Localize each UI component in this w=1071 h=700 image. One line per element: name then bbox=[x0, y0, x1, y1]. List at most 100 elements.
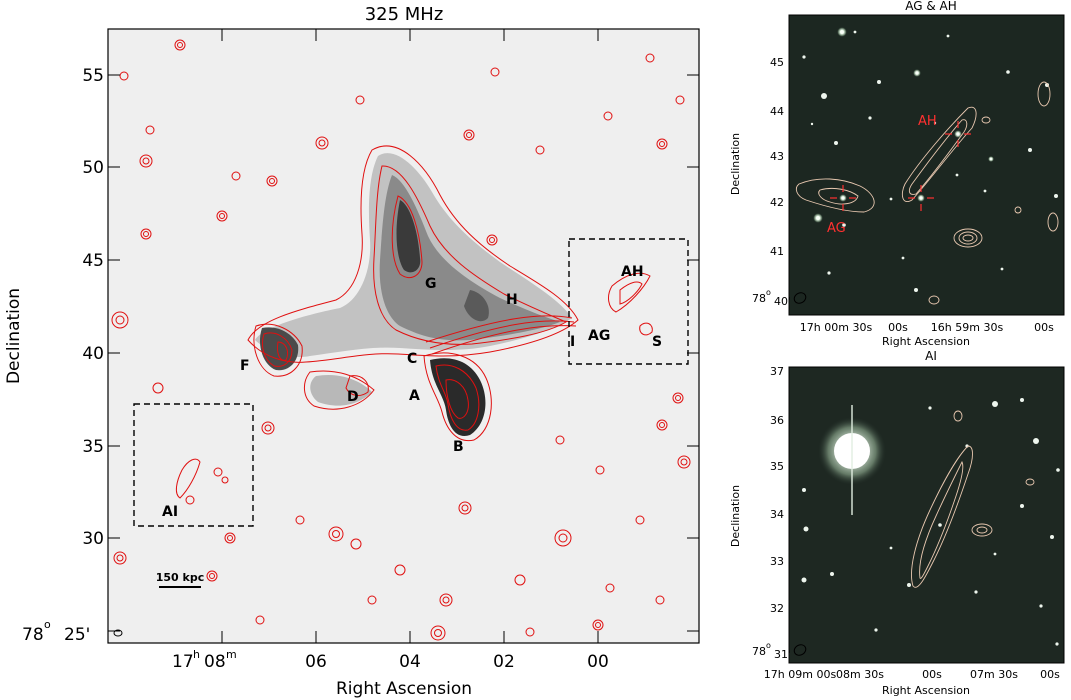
ai-frame bbox=[788, 366, 1065, 664]
label-s: S bbox=[652, 334, 662, 350]
diffuse-emission bbox=[255, 153, 572, 436]
ag-ah-stars bbox=[802, 30, 1058, 292]
main-title: 325 MHz bbox=[365, 4, 444, 25]
svg-text:25': 25' bbox=[64, 625, 90, 645]
label-a: A bbox=[409, 388, 420, 404]
ag-ah-y-origin: 78 o 40' bbox=[752, 288, 791, 308]
svg-text:37: 37 bbox=[770, 365, 784, 378]
region-box-ag-ah bbox=[568, 238, 689, 365]
label-g: G bbox=[425, 276, 437, 292]
main-y-ticks bbox=[108, 74, 699, 632]
ag-label: AG bbox=[827, 221, 846, 236]
ai-y-origin: 78 o 31' bbox=[752, 641, 791, 661]
radio-contours bbox=[111, 39, 691, 641]
label-c: C bbox=[407, 351, 417, 367]
x-tick-06: 06 bbox=[305, 652, 327, 672]
label-ah: AH bbox=[621, 264, 644, 280]
label-f: F bbox=[240, 358, 250, 374]
source-labels: G H AH F C I AG S D A B AI bbox=[162, 264, 662, 520]
svg-text:17h 09m 00s: 17h 09m 00s bbox=[764, 668, 837, 681]
svg-text:00s: 00s bbox=[888, 321, 908, 334]
ag-host bbox=[839, 194, 847, 202]
svg-text:o: o bbox=[766, 641, 771, 650]
svg-text:42: 42 bbox=[770, 196, 784, 209]
y-tick-30: 30 bbox=[82, 529, 104, 549]
label-h: H bbox=[506, 292, 518, 308]
svg-text:34: 34 bbox=[770, 508, 784, 521]
svg-text:78: 78 bbox=[752, 292, 766, 305]
label-d: D bbox=[347, 389, 359, 405]
label-ai: AI bbox=[162, 504, 178, 520]
svg-text:40': 40' bbox=[774, 295, 791, 308]
svg-text:m: m bbox=[226, 648, 237, 661]
svg-text:08: 08 bbox=[204, 652, 226, 672]
label-ag: AG bbox=[588, 328, 610, 344]
ai-stars bbox=[801, 398, 1060, 646]
ah-host bbox=[954, 130, 962, 138]
svg-text:43: 43 bbox=[770, 150, 784, 163]
ag-ah-beam bbox=[793, 292, 807, 304]
svg-text:16h 59m 30s: 16h 59m 30s bbox=[931, 321, 1004, 334]
ag-ah-y-tick-labels: 45 44 43 42 41 bbox=[770, 56, 784, 258]
svg-text:35: 35 bbox=[770, 460, 784, 473]
svg-text:78: 78 bbox=[22, 625, 44, 645]
svg-text:78: 78 bbox=[752, 645, 766, 658]
svg-text:00s: 00s bbox=[1034, 321, 1054, 334]
ag-bright-star-1 bbox=[837, 27, 847, 37]
svg-text:h: h bbox=[193, 648, 200, 661]
scalebar-label: 150 kpc bbox=[156, 571, 205, 584]
svg-text:17: 17 bbox=[172, 652, 194, 672]
svg-text:00s: 00s bbox=[922, 668, 942, 681]
svg-text:00s: 00s bbox=[1040, 668, 1060, 681]
ai-title: AI bbox=[925, 349, 937, 363]
main-panel: 325 MHz bbox=[4, 4, 700, 699]
ag-bright-star-2 bbox=[913, 69, 921, 77]
y-tick-50: 50 bbox=[82, 158, 104, 178]
ag-ah-frame bbox=[788, 14, 1065, 316]
ag-ah-crosshairs bbox=[830, 121, 971, 211]
ag-ah-contours bbox=[795, 81, 1059, 305]
ah-label: AH bbox=[918, 114, 937, 129]
ai-contours bbox=[911, 410, 1035, 588]
svg-text:41: 41 bbox=[770, 245, 784, 258]
svg-text:31': 31' bbox=[774, 648, 791, 661]
ai-ylabel: Declination bbox=[729, 485, 742, 547]
main-ylabel: Declination bbox=[4, 288, 24, 384]
ag-bright-star-4 bbox=[988, 156, 994, 162]
label-b: B bbox=[453, 439, 464, 455]
ai-image bbox=[789, 367, 1064, 663]
ai-y-tick-labels: 37 36 35 34 33 32 bbox=[770, 365, 784, 615]
svg-text:32: 32 bbox=[770, 602, 784, 615]
main-y-origin: 78 o 25' bbox=[22, 618, 90, 645]
x-tick-02: 02 bbox=[493, 652, 515, 672]
panel-ag-ah: AG & AH bbox=[729, 0, 1065, 348]
x-tick-04: 04 bbox=[399, 652, 421, 672]
panel-ai: AI 37 36 35 34 33 bbox=[729, 349, 1065, 697]
main-y-tick-labels: 55 50 45 40 35 30 bbox=[82, 66, 104, 549]
svg-text:07m 30s: 07m 30s bbox=[970, 668, 1018, 681]
y-tick-40: 40 bbox=[82, 344, 104, 364]
svg-text:33: 33 bbox=[770, 555, 784, 568]
svg-text:36: 36 bbox=[770, 414, 784, 427]
svg-text:17h 00m 30s: 17h 00m 30s bbox=[800, 321, 873, 334]
region-box-ai bbox=[133, 403, 254, 527]
svg-text:o: o bbox=[44, 618, 51, 631]
y-tick-35: 35 bbox=[82, 437, 104, 457]
ai-beam bbox=[793, 644, 807, 656]
ag-bright-star-3 bbox=[813, 213, 823, 223]
label-i: I bbox=[570, 334, 575, 350]
x-tick-00: 00 bbox=[587, 652, 609, 672]
main-frame bbox=[107, 28, 700, 644]
y-tick-55: 55 bbox=[82, 66, 104, 86]
main-xlabel: Right Ascension bbox=[336, 679, 472, 699]
svg-text:o: o bbox=[766, 288, 771, 297]
main-x-tick-labels: 17 h 08 m 06 04 02 00 bbox=[172, 648, 609, 672]
ag-ah-ylabel: Declination bbox=[729, 133, 742, 195]
y-tick-45: 45 bbox=[82, 251, 104, 271]
ag-ah-x-tick-labels: 17h 00m 30s 00s 16h 59m 30s 00s bbox=[800, 321, 1054, 334]
ah-host-2 bbox=[917, 194, 925, 202]
ai-x-tick-labels: 17h 09m 00s 08m 30s 00s 07m 30s 00s bbox=[764, 668, 1060, 681]
svg-text:44: 44 bbox=[770, 105, 784, 118]
svg-text:08m 30s: 08m 30s bbox=[836, 668, 884, 681]
